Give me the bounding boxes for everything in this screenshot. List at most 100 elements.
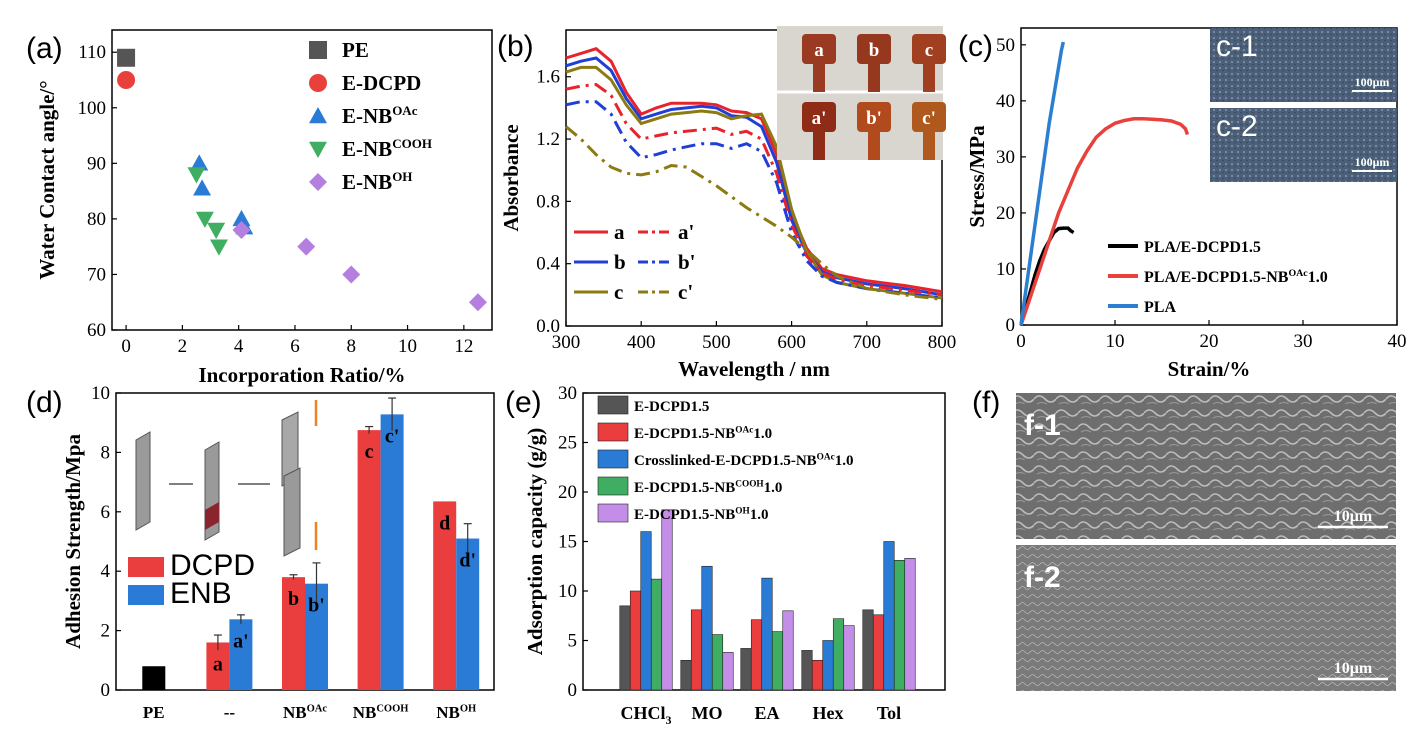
chart-b: 300 400 500 600 700 800 0.0 0.4 0.8 1.2 1.6 Wavelen… bbox=[499, 26, 956, 381]
chart-a-xtick-label: 10 bbox=[398, 336, 417, 357]
chart-e-bar bbox=[661, 509, 673, 691]
chart-b-inset-sample bbox=[802, 102, 836, 132]
chart-a-plot-frame bbox=[111, 29, 493, 331]
chart-e-legend-swatch bbox=[597, 422, 629, 442]
chart-d-legend-swatch bbox=[128, 557, 164, 577]
chart-a-legend-label: E-NBOAc bbox=[342, 103, 418, 128]
panel-label-a: (a) bbox=[26, 32, 63, 65]
chart-b-inset-label: c' bbox=[922, 108, 936, 129]
chart-e-legend-label: Crosslinked-E-DCPD1.5-NBOAc1.0 bbox=[634, 452, 853, 469]
chart-b-inset-sample bbox=[912, 102, 946, 132]
chart-a-point bbox=[468, 293, 487, 312]
chart-d-schematic-adhesive bbox=[205, 502, 219, 530]
chart-e-bar bbox=[832, 618, 845, 691]
chart-b-inset-sample bbox=[857, 102, 891, 132]
chart-b-inset-label: b' bbox=[866, 108, 882, 129]
chart-e-ytick-label: 25 bbox=[558, 433, 577, 454]
chart-c-scale-label: 100μm bbox=[1355, 75, 1390, 89]
chart-d-category-label: NBCOOH bbox=[353, 703, 410, 722]
chart-c-ylabel: Stress/MPa bbox=[965, 125, 989, 228]
chart-d-bar bbox=[357, 430, 381, 690]
chart-c-ytick-label: 40 bbox=[996, 91, 1015, 112]
chart-a-ytick-label: 70 bbox=[87, 264, 106, 285]
chart-b-xtick-label: 700 bbox=[853, 332, 882, 353]
chart-a-point bbox=[193, 179, 212, 196]
chart-a-point bbox=[342, 265, 361, 284]
chart-e-category-label: Tol bbox=[877, 703, 901, 723]
panel-label-c: (c) bbox=[958, 30, 993, 63]
chart-b-inset-label: b bbox=[869, 40, 880, 61]
panel-f-image-label: f-1 bbox=[1024, 409, 1061, 442]
chart-d-bar-label: b' bbox=[308, 595, 325, 617]
chart-d-bar bbox=[206, 642, 230, 690]
chart-c-inset-label: c-2 bbox=[1216, 110, 1258, 143]
chart-a-legend-label: E-NBOH bbox=[342, 169, 412, 194]
chart-d-bar bbox=[305, 583, 328, 690]
chart-d-bar bbox=[456, 538, 480, 690]
chart-e-legend-swatch bbox=[597, 503, 629, 523]
chart-e-legend-label: E-DCPD1.5 bbox=[634, 399, 709, 415]
chart-d-bar bbox=[433, 501, 457, 690]
chart-a-xlabel: Incorporation Ratio/% bbox=[198, 363, 405, 387]
chart-b-legend-label: a bbox=[614, 220, 625, 244]
chart-d-bar-label: d' bbox=[459, 550, 476, 572]
chart-a-point bbox=[190, 154, 209, 171]
chart-b-ylabel: Absorbance bbox=[499, 124, 523, 231]
chart-d-bar-label: b bbox=[288, 588, 299, 610]
chart-a-ylabel: Water Contact angle/° bbox=[35, 80, 59, 279]
chart-a-xtick-label: 6 bbox=[290, 336, 300, 357]
chart-d-legend-label: ENB bbox=[170, 577, 232, 610]
chart-d-ytick-label: 4 bbox=[101, 561, 111, 582]
chart-a-point bbox=[232, 221, 251, 239]
chart-a-xtick-label: 12 bbox=[454, 336, 473, 357]
chart-b-legend-label: c' bbox=[678, 280, 693, 304]
chart-a-legend-label: PE bbox=[342, 38, 369, 62]
chart-b-inset-sample-neck bbox=[813, 130, 825, 160]
chart-e-category-label: Hex bbox=[813, 703, 844, 723]
chart-a-point bbox=[207, 222, 226, 239]
chart-b-ytick-label: 0.0 bbox=[536, 316, 560, 337]
chart-c-xtick-label: 30 bbox=[1294, 331, 1313, 352]
chart-a: 0 2 4 6 8 10 12 60 70 80 90 100 110 Incorporation Rat… bbox=[35, 29, 493, 387]
chart-a-ytick-label: 90 bbox=[87, 153, 106, 174]
chart-d-category-label: NBOH bbox=[436, 703, 477, 722]
panel-f-scale-label: 10μm bbox=[1334, 508, 1373, 525]
chart-e-legend-swatch bbox=[597, 449, 629, 469]
chart-e-bar bbox=[822, 640, 834, 691]
chart-d-category-label: -- bbox=[224, 703, 236, 722]
chart-a-legend-marker bbox=[309, 74, 327, 92]
chart-d-schematic-slide bbox=[135, 431, 151, 531]
chart-c-line bbox=[1019, 117, 1190, 326]
chart-a-point bbox=[117, 71, 136, 89]
chart-a-point bbox=[117, 48, 136, 67]
chart-a-ytick-label: 80 bbox=[87, 209, 106, 230]
chart-d: 0 2 4 6 8 10 Adhesion Strength/Mpa PE -- a a' NBOAc… bbox=[61, 383, 495, 722]
panel-label-b: (b) bbox=[497, 30, 534, 63]
chart-c-ytick-label: 30 bbox=[996, 147, 1015, 168]
panel-label-e: (e) bbox=[505, 386, 542, 419]
chart-e-bar bbox=[640, 531, 652, 691]
chart-c-xtick-label: 40 bbox=[1388, 331, 1407, 352]
chart-b-ytick-label: 1.2 bbox=[536, 129, 560, 150]
chart-e-bar bbox=[883, 541, 895, 691]
chart-d-bar-label: a bbox=[213, 653, 223, 675]
chart-e-bar bbox=[619, 605, 631, 691]
chart-e-bar bbox=[629, 590, 642, 691]
chart-b-line-a' bbox=[565, 82, 943, 297]
chart-e-legend-label: E-DCPD1.5-NBOH1.0 bbox=[634, 506, 768, 523]
chart-d-schematic-bottom-slide bbox=[283, 467, 301, 557]
chart-e-bar bbox=[750, 619, 763, 691]
chart-d-bar-label: c' bbox=[385, 425, 399, 447]
chart-e-bar bbox=[680, 659, 692, 691]
chart-d-category-label: NBOAc bbox=[283, 703, 327, 722]
chart-d-bar-label: c bbox=[365, 441, 374, 463]
panel-f-sem-images: f-1 10μm f-2 10μm bbox=[1016, 393, 1396, 691]
panel-f-sem-image-2 bbox=[1016, 545, 1396, 691]
chart-b-legend-label: b bbox=[614, 250, 626, 274]
chart-b-inset-label: a bbox=[814, 40, 824, 61]
chart-b-line-b' bbox=[565, 100, 943, 300]
chart-a-ytick-label: 100 bbox=[78, 98, 107, 119]
chart-b-inset-sample bbox=[802, 34, 836, 64]
chart-a-legend-marker bbox=[309, 173, 327, 191]
chart-b-legend-label: c bbox=[614, 280, 623, 304]
